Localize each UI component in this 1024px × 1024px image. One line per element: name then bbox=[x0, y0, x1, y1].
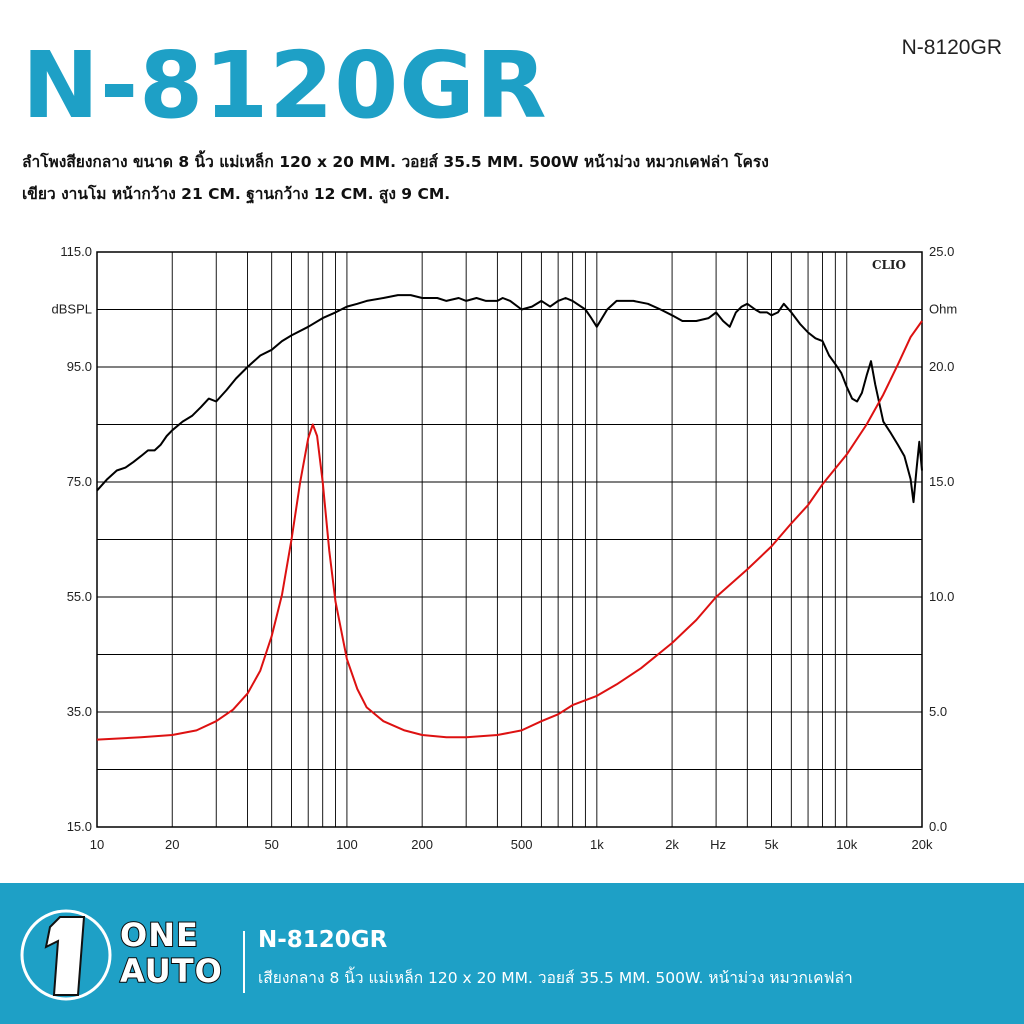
x-tick-label: 20k bbox=[912, 837, 933, 852]
brand-word-one: ONE bbox=[119, 916, 199, 954]
y-right-tick-label: 15.0 bbox=[929, 474, 954, 489]
y-left-tick-label: 55.0 bbox=[67, 589, 92, 604]
x-tick-label: 100 bbox=[336, 837, 358, 852]
x-unit-label: Hz bbox=[710, 837, 726, 852]
chart-series bbox=[96, 294, 923, 741]
x-tick-label: 50 bbox=[264, 837, 278, 852]
footer-divider bbox=[243, 931, 245, 993]
brand-number-one-icon bbox=[20, 909, 112, 1001]
brand-logo: ONE AUTO bbox=[20, 907, 223, 1003]
x-tick-label: 500 bbox=[511, 837, 533, 852]
y-left-tick-label: 75.0 bbox=[67, 474, 92, 489]
frequency-response-chart: 10 20 50 100 200 500 1k 2k 5k 10k 20k Hz 115.0 95.0 75… bbox=[52, 244, 958, 852]
impedance-curve bbox=[96, 320, 923, 741]
x-tick-label: 1k bbox=[590, 837, 604, 852]
x-tick-label: 10k bbox=[836, 837, 857, 852]
brand-word-auto: AUTO bbox=[119, 952, 223, 990]
x-tick-label: 200 bbox=[411, 837, 433, 852]
y-left-tick-label: 95.0 bbox=[67, 359, 92, 374]
y-left-tick-label: 35.0 bbox=[67, 704, 92, 719]
description-line-2: เขียว งานโม หน้ากว้าง 21 CM. ฐานกว้าง 12… bbox=[22, 185, 451, 203]
product-description: ลำโพงสียงกลาง ขนาด 8 นิ้ว แม่เหล็ก 120 x… bbox=[22, 146, 1002, 210]
chart-grid bbox=[97, 252, 922, 827]
footer-description: เสียงกลาง 8 นิ้ว แม่เหล็ก 120 x 20 MM. ว… bbox=[258, 969, 853, 987]
footer-model-title: N-8120GR bbox=[258, 927, 388, 953]
footer-bar: ONE AUTO N-8120GR เสียงกลาง 8 นิ้ว แม่เห… bbox=[0, 883, 1024, 1024]
model-title: N-8120GR bbox=[22, 32, 548, 139]
clio-watermark: CLIO bbox=[872, 258, 906, 272]
y-right-tick-label: 10.0 bbox=[929, 589, 954, 604]
description-line-1: ลำโพงสียงกลาง ขนาด 8 นิ้ว แม่เหล็ก 120 x… bbox=[22, 153, 769, 171]
spl-response-curve bbox=[96, 294, 923, 504]
y-right-axis-label: Ohm bbox=[929, 302, 957, 317]
model-corner-label: N-8120GR bbox=[901, 36, 1002, 59]
plot-frame bbox=[96, 251, 923, 828]
y-left-axis-label: dBSPL bbox=[52, 302, 92, 317]
x-tick-label: 10 bbox=[90, 837, 104, 852]
y-right-tick-label: 20.0 bbox=[929, 359, 954, 374]
y-right-tick-label: 25.0 bbox=[929, 244, 954, 259]
x-tick-label: 5k bbox=[765, 837, 779, 852]
y-left-tick-label: 115.0 bbox=[60, 244, 92, 259]
x-tick-label: 20 bbox=[165, 837, 179, 852]
y-right-tick-label: 5.0 bbox=[929, 704, 947, 719]
chart-labels: 10 20 50 100 200 500 1k 2k 5k 10k 20k Hz 115.0 95.0 75… bbox=[52, 244, 958, 852]
y-right-tick-label: 0.0 bbox=[929, 819, 947, 834]
x-tick-label: 2k bbox=[665, 837, 679, 852]
y-left-tick-label: 15.0 bbox=[67, 819, 92, 834]
